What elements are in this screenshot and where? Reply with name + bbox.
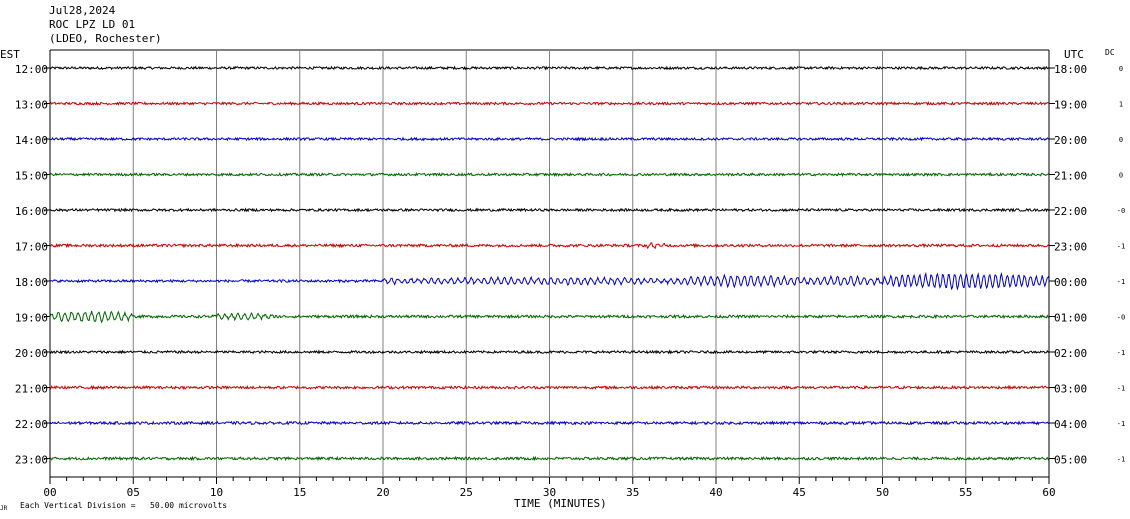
- seismic-trace-1200: [49, 65, 1050, 71]
- x-tick-label: 25: [460, 486, 473, 499]
- x-tick-label: 10: [210, 486, 223, 499]
- utc-hour-label: 21:00: [1054, 170, 1087, 183]
- seismic-trace-1700: [49, 241, 1050, 250]
- dc-offset-label: -1: [1117, 278, 1125, 286]
- est-hour-label: 12:00: [15, 63, 48, 76]
- dc-header-label: DC: [1105, 48, 1115, 57]
- seismic-trace-2200: [49, 420, 1050, 426]
- dc-offset-label: 0: [1119, 65, 1123, 73]
- corner-mark: JR: [0, 505, 8, 512]
- header-date: Jul28,2024: [49, 4, 116, 17]
- dc-offset-label: -0: [1117, 207, 1125, 215]
- est-hour-label: 21:00: [15, 383, 48, 396]
- x-axis-label: TIME (MINUTES): [514, 497, 607, 510]
- seismic-trace-1900: [49, 310, 1050, 324]
- dc-offset-label: -1: [1117, 349, 1125, 357]
- utc-hour-label: 22:00: [1054, 205, 1087, 218]
- seismic-trace-1300: [49, 100, 1050, 107]
- x-tick-label: 05: [127, 486, 140, 499]
- dc-offset-label: 0: [1119, 136, 1123, 144]
- seismic-trace-2300: [49, 455, 1050, 462]
- est-hour-label: 18:00: [15, 276, 48, 289]
- est-hour-label: 23:00: [15, 454, 48, 467]
- dc-offset-label: -1: [1117, 385, 1125, 393]
- utc-hour-label: 20:00: [1054, 134, 1087, 147]
- header-network: (LDEO, Rochester): [49, 32, 162, 45]
- right-zone-label: UTC: [1064, 48, 1084, 61]
- x-tick-label: 55: [959, 486, 972, 499]
- x-tick-label: 50: [876, 486, 889, 499]
- est-hour-label: 16:00: [15, 205, 48, 218]
- est-hour-label: 19:00: [15, 312, 48, 325]
- dc-offset-label: -1: [1117, 243, 1125, 251]
- x-tick-label: 20: [376, 486, 389, 499]
- est-hour-label: 20:00: [15, 347, 48, 360]
- utc-hour-label: 01:00: [1054, 312, 1087, 325]
- dc-offset-label: 1: [1119, 101, 1123, 109]
- utc-hour-label: 00:00: [1054, 276, 1087, 289]
- seismic-trace-1500: [49, 171, 1050, 178]
- est-hour-label: 17:00: [15, 241, 48, 254]
- seismic-trace-1800: [49, 271, 1050, 291]
- utc-hour-label: 19:00: [1054, 99, 1087, 112]
- header-station: ROC LPZ LD 01: [49, 18, 136, 31]
- x-tick-label: 15: [293, 486, 306, 499]
- x-tick-label: 45: [793, 486, 806, 499]
- x-tick-label: 00: [43, 486, 56, 499]
- seismic-trace-1400: [49, 136, 1050, 142]
- scale-footer: Each Vertical Division = 50.00 microvolt…: [20, 501, 228, 510]
- dc-offset-label: -1: [1117, 456, 1125, 464]
- seismic-trace-2100: [49, 384, 1050, 391]
- seismic-trace-1600: [49, 207, 1050, 213]
- utc-hour-label: 02:00: [1054, 347, 1087, 360]
- est-hour-label: 15:00: [15, 170, 48, 183]
- x-tick-label: 35: [626, 486, 639, 499]
- x-tick-label: 30: [543, 486, 556, 499]
- utc-hour-label: 04:00: [1054, 418, 1087, 431]
- est-hour-label: 22:00: [15, 418, 48, 431]
- utc-hour-label: 18:00: [1054, 63, 1087, 76]
- est-hour-label: 14:00: [15, 134, 48, 147]
- seismic-trace-2000: [49, 349, 1050, 355]
- dc-offset-label: 0: [1119, 172, 1123, 180]
- utc-hour-label: 23:00: [1054, 241, 1087, 254]
- dc-offset-label: -0: [1117, 314, 1125, 322]
- est-hour-label: 13:00: [15, 99, 48, 112]
- x-tick-label: 40: [709, 486, 722, 499]
- left-zone-label: EST: [0, 48, 20, 61]
- x-tick-label: 60: [1042, 486, 1055, 499]
- dc-offset-label: -1: [1117, 420, 1125, 428]
- utc-hour-label: 05:00: [1054, 454, 1087, 467]
- utc-hour-label: 03:00: [1054, 383, 1087, 396]
